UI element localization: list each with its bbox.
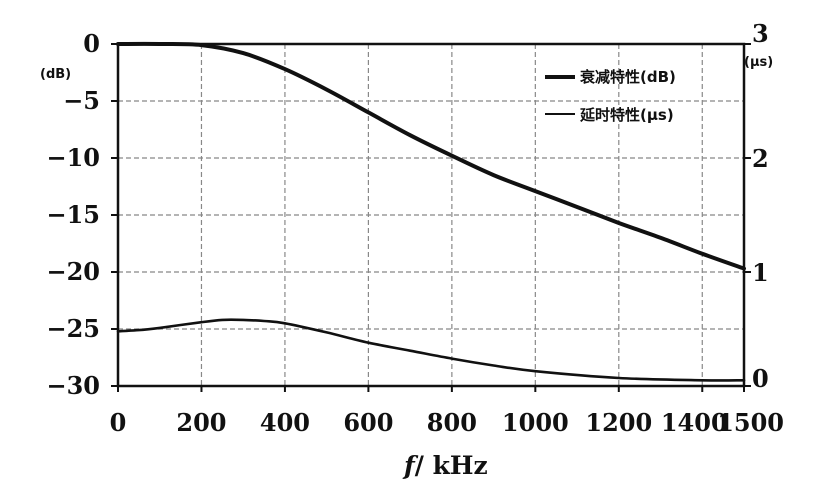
right-y-unit: (μs) [744, 55, 773, 70]
grid-lines [118, 44, 744, 386]
left-y-tick-label: −15 [46, 200, 100, 229]
left-y-tick-labels: 0 −5 −10 −15 −20 −25 −30 [46, 29, 118, 400]
left-y-tick-label: −5 [63, 86, 100, 115]
right-y-tick-label: 0 [752, 364, 769, 393]
x-tick-label: 0 [110, 408, 127, 437]
x-tick-label: 1200 [585, 408, 652, 437]
right-y-tick-label: 1 [752, 258, 769, 287]
legend-label-delay: 延时特性(μs) [579, 106, 674, 124]
x-tick-label: 600 [343, 408, 393, 437]
x-tick-label: 1000 [502, 408, 569, 437]
x-tick-label: 1500 [717, 408, 784, 437]
legend: 衰减特性(dB) 延时特性(μs) [545, 68, 676, 124]
x-axis-label: f/ kHz [402, 451, 488, 480]
left-y-tick-label: −25 [46, 314, 100, 343]
series-line-attenuation [116, 41, 746, 271]
right-y-tick-label: 2 [752, 144, 769, 173]
x-tick-label: 400 [260, 408, 310, 437]
series-line-delay [116, 318, 746, 382]
x-tick-label: 800 [427, 408, 477, 437]
left-y-tick-label: −20 [46, 257, 100, 286]
right-y-tick-label: 3 [752, 19, 769, 48]
legend-label-attenuation: 衰减特性(dB) [579, 68, 676, 86]
left-y-tick-label: −10 [46, 143, 100, 172]
x-tick-label: 1400 [661, 408, 728, 437]
series-layer [116, 41, 746, 382]
right-y-tick-labels: 3 2 1 0 [744, 19, 769, 393]
left-y-tick-label: 0 [83, 29, 100, 58]
left-y-unit: (dB) [40, 67, 71, 82]
left-y-tick-label: −30 [46, 371, 100, 400]
x-axis-variable: f [402, 451, 419, 480]
x-axis-unit: / kHz [415, 451, 488, 480]
x-tick-label: 200 [176, 408, 226, 437]
